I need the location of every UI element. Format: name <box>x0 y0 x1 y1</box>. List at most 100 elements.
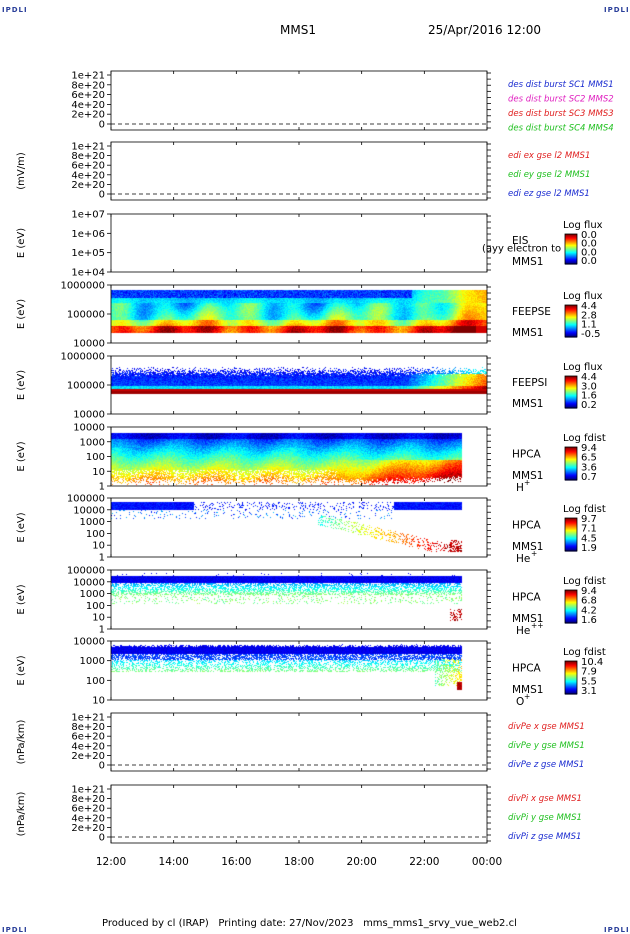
colorbar-segment-7-26 <box>565 618 577 621</box>
colorbar-segment-2-9 <box>565 243 577 245</box>
colorbar-segment-5-5 <box>565 452 577 455</box>
colorbar-segment-2-11 <box>565 245 577 247</box>
legend-entry: des dist burst SC1 MMS1 <box>508 80 614 90</box>
colorbar-value: 7.1 <box>581 524 597 535</box>
y-tick-label: 8e+20 <box>71 80 105 91</box>
colorbar-segment-7-15 <box>565 606 577 609</box>
colorbar-value: 4.4 <box>581 372 597 383</box>
colorbar-segment-3-2 <box>565 307 577 309</box>
colorbar-segment-3-13 <box>565 318 577 321</box>
spectrogram-feepsi <box>111 356 487 414</box>
legend-entry: des dist burst SC2 MMS2 <box>508 95 614 105</box>
colorbar-value: 7.9 <box>581 667 597 678</box>
colorbar-segment-8-26 <box>565 689 577 692</box>
colorbar-segment-2-0 <box>565 234 577 236</box>
colorbar-segment-6-9 <box>565 527 577 530</box>
colorbar-segment-4-15 <box>565 392 577 394</box>
colorbar-segment-3-4 <box>565 309 577 311</box>
x-tick-label: 14:00 <box>159 856 189 868</box>
colorbar-segment-5-24 <box>565 473 577 476</box>
colorbar-segment-8-17 <box>565 679 577 682</box>
colorbar-value: 10.4 <box>581 657 603 668</box>
colorbar-segment-2-22 <box>565 256 577 258</box>
colorbar-segment-5-10 <box>565 458 577 460</box>
colorbar-segment-8-28 <box>565 691 577 694</box>
colorbar-segment-5-27 <box>565 476 577 479</box>
colorbar-value: 3.1 <box>581 686 597 697</box>
footer: Produced by cl (IRAP) Printing date: 27/… <box>102 918 517 929</box>
y-tick-label: 100000 <box>67 566 105 577</box>
colorbar-segment-5-23 <box>565 472 577 474</box>
y-tick-label: 1000 <box>80 517 105 528</box>
y-tick-label: 0 <box>99 190 105 201</box>
colorbar-segment-2-26 <box>565 260 577 262</box>
colorbar-segment-4-16 <box>565 393 577 395</box>
colorbar-segment-8-1 <box>565 662 577 664</box>
colorbar-segment-4-18 <box>565 395 577 397</box>
colorbar-title: Log flux <box>563 291 603 302</box>
colorbar-segment-3-21 <box>565 327 577 330</box>
colorbar-segment-2-8 <box>565 242 577 244</box>
colorbar-segment-6-18 <box>565 537 577 540</box>
colorbar-segment-3-15 <box>565 321 577 323</box>
colorbar-segment-4-26 <box>565 403 577 406</box>
colorbar-frame <box>564 589 578 624</box>
y-tick-label: 1e+21 <box>71 71 105 82</box>
y-tick-label: 10 <box>92 696 105 707</box>
colorbar-segment-6-21 <box>565 541 577 543</box>
colorbar-segment-5-22 <box>565 471 577 473</box>
colorbar-segment-7-2 <box>565 592 577 594</box>
colorbar-value: 0.0 <box>581 256 597 267</box>
colorbar-segment-7-27 <box>565 619 577 622</box>
colorbar-segment-5-7 <box>565 454 577 457</box>
instrument-label: EIS <box>512 235 529 247</box>
colorbar-segment-4-28 <box>565 405 577 408</box>
colorbar-segment-6-27 <box>565 547 577 550</box>
colorbar-segment-7-13 <box>565 604 577 606</box>
colorbar-segment-8-22 <box>565 685 577 687</box>
colorbar-segment-6-8 <box>565 526 577 529</box>
colorbar-value: 1.6 <box>581 615 597 626</box>
colorbar-title: Log fdist <box>563 576 606 587</box>
x-tick-label: 22:00 <box>409 856 439 868</box>
colorbar-segment-6-1 <box>565 519 577 521</box>
colorbar-segment-7-0 <box>565 590 577 592</box>
colorbar-value: 3.6 <box>581 462 597 473</box>
instrument-label: HPCA <box>512 520 542 532</box>
colorbar-segment-6-5 <box>565 523 577 526</box>
colorbar-segment-7-7 <box>565 597 577 600</box>
colorbar-segment-3-7 <box>565 312 577 315</box>
spectrogram-feepse <box>111 285 487 343</box>
colorbar-segment-8-5 <box>565 666 577 669</box>
colorbar-segment-3-27 <box>565 333 577 336</box>
colorbar-segment-8-18 <box>565 680 577 683</box>
colorbar-segment-4-20 <box>565 397 577 399</box>
y-axis-label: E (eV) <box>16 228 27 258</box>
colorbar-segment-7-3 <box>565 593 577 595</box>
colorbar-segment-3-24 <box>565 330 577 333</box>
legend-entry: edi ex gse l2 MMS1 <box>508 151 590 161</box>
y-tick-label: 4e+20 <box>71 813 105 824</box>
instrument-label: HPCA <box>512 449 542 461</box>
colorbar-segment-4-12 <box>565 388 577 391</box>
colorbar-segment-4-21 <box>565 398 577 401</box>
corner-label-top-right: IPDLI <box>604 6 630 14</box>
species-charge-label: + <box>531 549 537 558</box>
colorbar-segment-6-22 <box>565 542 577 544</box>
colorbar-segment-3-20 <box>565 326 577 328</box>
colorbar-value: 4.4 <box>581 301 597 312</box>
y-tick-label: 100 <box>86 529 105 540</box>
colorbar-frame <box>564 660 578 695</box>
colorbar-segment-2-18 <box>565 252 577 254</box>
y-tick-label: 10 <box>92 467 105 478</box>
colorbar-segment-8-2 <box>565 663 577 665</box>
y-tick-label: 1e+05 <box>71 248 105 259</box>
spacecraft-label: MMS1 <box>512 684 543 696</box>
legend-entry: divPi z gse MMS1 <box>508 832 581 842</box>
colorbar-segment-5-17 <box>565 465 577 468</box>
y-tick-label: 100000 <box>67 310 105 321</box>
y-tick-label: 10 <box>92 613 105 624</box>
colorbar-segment-8-19 <box>565 681 577 684</box>
instrument-label: FEEPSE <box>512 306 551 318</box>
y-tick-label: 0 <box>99 833 105 844</box>
